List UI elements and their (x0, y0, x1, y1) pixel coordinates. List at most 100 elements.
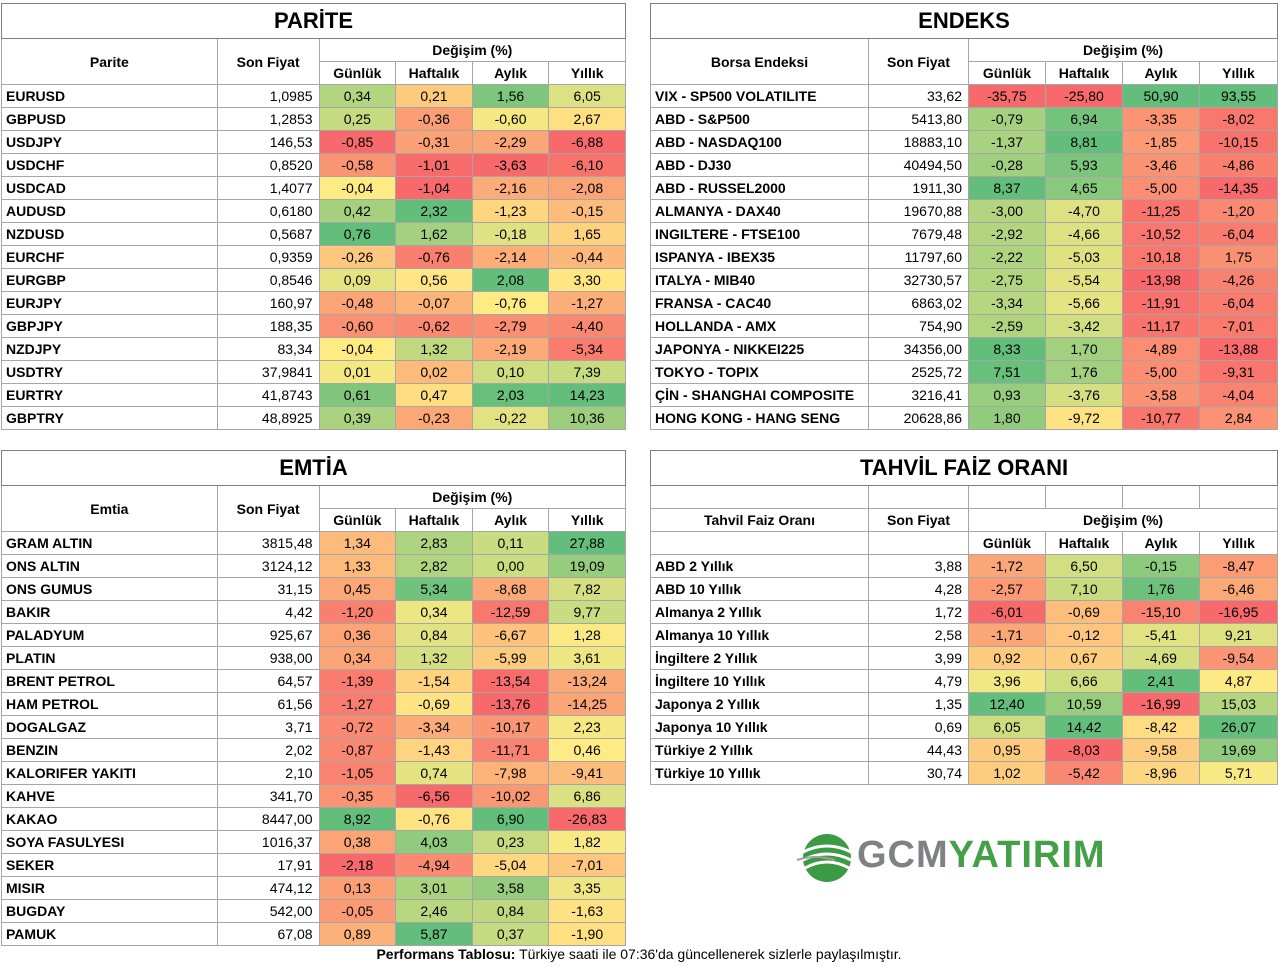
change-gunluk: 1,33 (318, 554, 397, 578)
change-aylik: -4,69 (1122, 646, 1200, 670)
last-price: 3,88 (868, 554, 969, 578)
change-aylik: 3,58 (471, 876, 550, 900)
last-price: 938,00 (216, 646, 320, 670)
instrument-name: USDCAD (1, 176, 218, 200)
last-price: 40494,50 (868, 153, 969, 177)
change-yillik: 1,28 (548, 623, 626, 647)
change-gunluk: -0,04 (318, 337, 397, 361)
change-aylik: -1,85 (1122, 130, 1200, 154)
table-row: EURUSD 1,0985 0,34 0,21 1,56 6,05 (1, 84, 626, 108)
instrument-name: NZDJPY (1, 337, 218, 361)
change-aylik: -11,91 (1122, 291, 1200, 315)
change-aylik: -0,60 (471, 107, 550, 131)
change-yillik: -13,88 (1199, 337, 1278, 361)
table-row: BENZIN 2,02 -0,87 -1,43 -11,71 0,46 (1, 738, 626, 762)
change-gunluk: -0,60 (318, 314, 397, 338)
change-aylik: -13,98 (1122, 268, 1200, 292)
change-yillik: -13,24 (548, 669, 626, 693)
change-haftalik: -5,66 (1045, 291, 1123, 315)
change-haftalik: 0,67 (1045, 646, 1123, 670)
change-aylik: -10,17 (471, 715, 550, 739)
emtia-name-header: Emtia (1, 485, 218, 532)
last-price: 31,15 (216, 577, 320, 601)
change-haftalik: 14,42 (1045, 715, 1123, 739)
instrument-name: ISPANYA - IBEX35 (650, 245, 869, 269)
change-gunluk: -6,01 (968, 600, 1046, 624)
table-row: VIX - SP500 VOLATILITE 33,62 -35,75 -25,80 5… (650, 84, 1278, 108)
last-price: 30,74 (868, 761, 969, 785)
last-price: 1,2853 (216, 107, 320, 131)
change-haftalik: 1,62 (395, 222, 473, 246)
change-gunluk: 6,05 (968, 715, 1046, 739)
change-gunluk: 0,38 (318, 830, 397, 854)
instrument-name: BUGDAY (1, 899, 218, 923)
change-aylik: 0,11 (471, 531, 550, 555)
change-aylik: -10,18 (1122, 245, 1200, 269)
change-gunluk: 8,33 (968, 337, 1046, 361)
table-row: INGILTERE - FTSE100 7679,48 -2,92 -4,66 -10,… (650, 222, 1278, 246)
instrument-name: ABD - RUSSEL2000 (650, 176, 869, 200)
change-haftalik: -0,36 (395, 107, 473, 131)
table-row: ITALYA - MIB40 32730,57 -2,75 -5,54 -13,98 -4… (650, 268, 1278, 292)
change-aylik: -10,02 (471, 784, 550, 808)
last-price: 1,0985 (216, 84, 320, 108)
change-yillik: 4,87 (1198, 669, 1278, 693)
change-yillik: -4,26 (1199, 268, 1278, 292)
change-aylik: -0,76 (471, 291, 550, 315)
table-row: MISIR 474,12 0,13 3,01 3,58 3,35 (1, 876, 626, 900)
change-yillik: 26,07 (1198, 715, 1278, 739)
change-aylik: 50,90 (1122, 84, 1200, 108)
change-gunluk: -1,05 (318, 761, 397, 785)
change-gunluk: 0,89 (318, 922, 397, 946)
emtia-period-header-row: Günlük Haftalık Aylık Yıllık (2, 508, 626, 532)
change-aylik: -5,04 (471, 853, 550, 877)
table-row: AUDUSD 0,6180 0,42 2,32 -1,23 -0,15 (1, 199, 626, 223)
instrument-name: KAHVE (1, 784, 218, 808)
change-aylik: -3,35 (1122, 107, 1200, 131)
change-gunluk: 0,76 (318, 222, 397, 246)
change-aylik: -2,16 (471, 176, 550, 200)
change-aylik: 2,03 (471, 383, 550, 407)
change-yillik: -4,04 (1199, 383, 1278, 407)
change-gunluk: 0,39 (318, 406, 397, 430)
endeks-period-aylik: Aylık (1122, 61, 1200, 85)
change-haftalik: -5,54 (1045, 268, 1123, 292)
table-row: USDTRY 37,9841 0,01 0,02 0,10 7,39 (1, 360, 626, 384)
last-price: 1,35 (868, 692, 969, 716)
last-price: 0,6180 (216, 199, 320, 223)
change-haftalik: -4,70 (1045, 199, 1123, 223)
change-aylik: -7,98 (471, 761, 550, 785)
change-haftalik: -0,69 (1045, 600, 1123, 624)
change-aylik: -0,15 (1122, 554, 1200, 578)
table-row: ÇİN - SHANGHAI COMPOSITE 3216,41 0,93 -3,76… (650, 383, 1278, 407)
last-price: 2,10 (216, 761, 320, 785)
change-gunluk: -1,20 (318, 600, 397, 624)
change-gunluk: -1,72 (968, 554, 1046, 578)
endeks-period-header-row: Günlük Haftalık Aylık Yıllık (651, 61, 1278, 85)
change-gunluk: 0,09 (318, 268, 397, 292)
change-gunluk: 1,34 (318, 531, 397, 555)
last-price: 1,4077 (216, 176, 320, 200)
endeks-period-yillik: Yıllık (1199, 61, 1278, 85)
change-aylik: -8,96 (1122, 761, 1200, 785)
last-price: 4,79 (868, 669, 969, 693)
change-aylik: -10,77 (1122, 406, 1200, 430)
change-yillik: -6,04 (1199, 222, 1278, 246)
change-gunluk: -0,48 (318, 291, 397, 315)
change-haftalik: -3,42 (1045, 314, 1123, 338)
instrument-name: Japonya 10 Yıllık (650, 715, 869, 739)
table-row: ABD 10 Yıllık 4,28 -2,57 7,10 1,76 -6,46 (650, 577, 1278, 601)
last-price: 61,56 (216, 692, 320, 716)
instrument-name: Almanya 10 Yıllık (650, 623, 869, 647)
change-haftalik: 5,34 (395, 577, 473, 601)
change-haftalik: -1,04 (395, 176, 473, 200)
parite-price-header: Son Fiyat (216, 38, 320, 85)
change-aylik: -11,25 (1122, 199, 1200, 223)
change-haftalik: -3,34 (395, 715, 473, 739)
change-yillik: 10,36 (548, 406, 626, 430)
change-aylik: -0,22 (471, 406, 550, 430)
last-price: 4,28 (868, 577, 969, 601)
table-row: PAMUK 67,08 0,89 5,87 0,37 -1,90 (1, 922, 626, 946)
change-gunluk: -0,05 (318, 899, 397, 923)
last-price: 48,8925 (216, 406, 320, 430)
